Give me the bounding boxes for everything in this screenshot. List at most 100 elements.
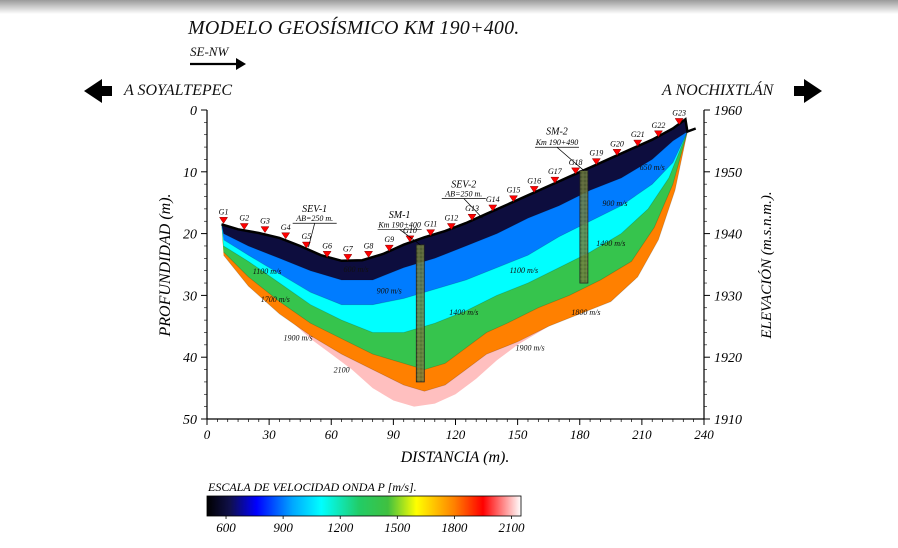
geophone-marker [301,241,311,249]
velocity-label: 1400 m/s [596,239,625,248]
borehole-sm-2 [579,170,589,284]
geophone-label: G10 [403,226,417,235]
x-tick-label: 90 [387,427,401,442]
contour-900 [223,131,688,306]
x-tick-label: 0 [204,427,211,442]
velocity-label: 1400 m/s [449,308,478,317]
x-tick-label: 240 [694,427,714,442]
y2-tick-label: 1950 [714,166,742,181]
colorbar [206,495,522,517]
sounding-pointer [308,223,316,248]
sounding-pointer [463,198,483,219]
velocity-fill-layer [221,117,697,407]
sounding-spec: AB=250 m. [444,190,482,199]
velocity-label: 650 m/s [640,163,665,172]
sounding-name: SM-2 [546,127,568,138]
x-tick-label: 30 [262,427,277,442]
borehole-sm-1 [415,244,425,383]
geophone-marker [239,223,249,230]
contour-1800 [223,131,688,392]
x-tick-label: 150 [508,427,528,442]
colorbar-title: ESCALA DE VELOCIDAD ONDA P [m/s]. [207,480,417,494]
geophone-label: G7 [343,244,354,253]
geophone-label: G1 [219,207,229,216]
velocity-zone-900 [221,119,696,305]
geophone-label: G6 [322,241,332,250]
left-town-label: A SOYALTEPEC [124,82,233,99]
velocity-label: 2100 [334,366,350,375]
geophone-marker [384,244,394,252]
geophone-label: G14 [486,195,500,204]
geophone-marker [343,254,353,261]
velocity-label: 1700 m/s [261,295,290,304]
geophone-label: G15 [507,186,521,195]
geophone-marker [509,195,518,203]
geophone-marker [529,186,539,193]
colorbar-tick-label: 2100 [498,520,525,535]
geophone-marker [571,167,581,175]
sounding-pointer [556,146,585,171]
geophone-marker [674,118,684,125]
geophone-label: G22 [652,121,666,130]
x-tick-label: 60 [325,427,339,442]
sounding-pointer [399,229,421,246]
figure-title: MODELO GEOSÍSMICO KM 190+400. [188,17,520,39]
velocity-label: 1900 m/s [284,334,313,343]
x-axis-title: DISTANCIA (m). [400,449,510,466]
arrow-left-icon [84,79,112,103]
geophone-label: G8 [364,241,374,250]
sounding-spec: Km 190+490 [535,138,579,147]
x-tick-label: 120 [446,427,466,442]
velocity-label: 1100 m/s [253,267,282,276]
sounding-labels: SEV-1AB=250 m. SM-1Km 190+400SEV-2AB=250 … [292,127,585,248]
geophone-marker [488,204,498,212]
geophone-marker [446,223,456,230]
y2-tick-label: 1960 [714,104,742,119]
velocity-labels: 650 m/s 600 m/s 900 m/s 900 m/s 1100 m/s 1100… [253,163,665,375]
geophone-label: G21 [631,130,645,139]
velocity-label: 600 m/s [344,265,369,274]
right-town-label: A NOCHIXTLÁN [662,82,774,99]
geophone-label: G5 [302,232,312,241]
sounding-name: SEV-1 [302,204,327,215]
velocity-contours [223,131,688,392]
direction-label: SE-NW [190,44,229,59]
velocity-label: 1900 m/s [515,343,544,352]
velocity-zone-600 [221,119,696,280]
y2-tick-label: 1940 [714,228,742,243]
y2-axis-title: ELEVACIÓN (m.s.n.m.). [758,191,775,339]
geophone-marker [550,176,560,184]
sounding-name: SM-1 [389,210,411,221]
sounding-spec: AB=250 m. [295,214,333,223]
y-tick-label: 50 [183,413,197,428]
y-tick-label: 10 [183,166,197,181]
axis-ticks: 0 30 60 90 120 150 180 210 240 0 10 20 30 40 50 1960 195… [182,104,742,442]
geophone-label: G23 [672,108,686,117]
geophone-label: G17 [548,167,563,176]
ground-surface-line [221,117,697,263]
x-tick-label: 180 [570,427,590,442]
geophone-marker [322,251,332,258]
geophone-label: G16 [527,176,541,185]
y-tick-label: 20 [183,228,197,243]
geophone-label: G4 [281,223,291,232]
geophone-label: G11 [424,220,437,229]
velocity-label: 900 m/s [377,287,402,296]
colorbar-tick-label: 1500 [384,520,411,535]
arrow-right-icon [190,58,246,70]
geophone-marker [591,158,601,166]
x-tick-label: 210 [632,427,652,442]
top-shade [0,0,898,14]
y-tick-label: 40 [183,351,197,366]
contour-1400 [223,131,688,371]
geophone-label: G3 [260,217,270,226]
geophone-label: G19 [589,149,603,158]
y-tick-label: 0 [190,104,197,119]
geophone-marker [653,130,663,138]
velocity-label: 1100 m/s [510,266,539,275]
y2-tick-label: 1920 [714,351,742,366]
sounding-spec: Km 190+400 [377,220,421,229]
geophone-label: G13 [465,204,479,213]
geophone-label: G9 [384,235,394,244]
geophones: G1 G2 G3 G4 G5 G6 G7 G8 G9 G10 G11 G12 G13 G14 G15 G16 G… [219,108,686,261]
